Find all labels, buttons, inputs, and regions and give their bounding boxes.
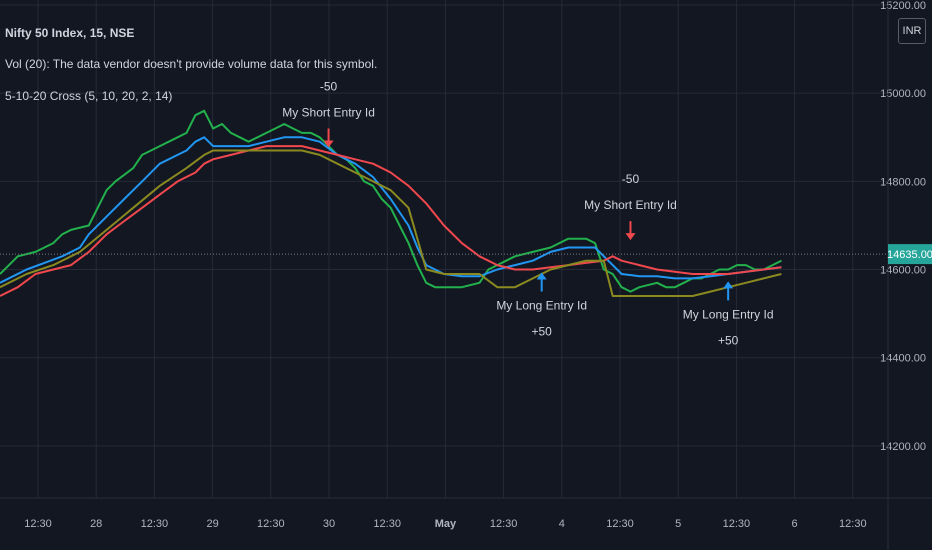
last-price-tag <box>888 244 932 265</box>
short-arrow-icon <box>625 233 636 241</box>
last-price-label: 14635.00 <box>887 249 932 261</box>
short-arrow-icon <box>323 140 334 148</box>
x-tick-label: 12:30 <box>490 518 518 530</box>
short-entry-label: -50 <box>320 80 338 94</box>
series-line-1 <box>0 136 782 284</box>
x-tick-label: 12:30 <box>373 518 401 530</box>
series-line-2 <box>0 145 782 297</box>
long-entry-label: +50 <box>532 325 553 339</box>
short-entry-label: My Short Entry Id <box>584 198 677 212</box>
x-tick-label: 12:30 <box>839 518 867 530</box>
indicator-legend: 5-10-20 Cross (5, 10, 20, 2, 14) <box>5 89 173 103</box>
y-tick-label: 14800.00 <box>880 176 926 188</box>
short-entry-label: -50 <box>622 172 640 186</box>
x-tick-label: 12:30 <box>606 518 634 530</box>
x-tick-label: 12:30 <box>723 518 751 530</box>
long-arrow-icon <box>536 272 547 280</box>
short-entry-label: My Short Entry Id <box>282 106 375 120</box>
y-tick-label: 14400.00 <box>880 353 926 365</box>
x-tick-label: 29 <box>206 518 218 530</box>
x-tick-label: 5 <box>675 518 681 530</box>
series-line-0 <box>0 109 782 293</box>
currency-button[interactable]: INR <box>898 18 926 44</box>
x-tick-label: 6 <box>792 518 798 530</box>
x-tick-label: May <box>435 518 457 530</box>
long-entry-label: My Long Entry Id <box>683 307 774 321</box>
y-tick-label: 15200.00 <box>880 0 926 12</box>
x-tick-label: 12:30 <box>257 518 285 530</box>
long-entry-label: +50 <box>718 333 739 347</box>
x-tick-label: 12:30 <box>24 518 52 530</box>
y-tick-label: 15000.00 <box>880 88 926 100</box>
long-arrow-icon <box>723 281 734 289</box>
x-tick-label: 30 <box>323 518 335 530</box>
y-tick-label: 14600.00 <box>880 265 926 277</box>
symbol-legend: Nifty 50 Index, 15, NSE <box>5 26 135 40</box>
x-tick-label: 12:30 <box>141 518 169 530</box>
y-tick-label: 14200.00 <box>880 441 926 453</box>
volume-legend: Vol (20): The data vendor doesn't provid… <box>5 57 378 71</box>
long-entry-label: My Long Entry Id <box>496 299 587 313</box>
series-line-3 <box>0 149 782 297</box>
x-tick-label: 28 <box>90 518 102 530</box>
x-tick-label: 4 <box>559 518 565 530</box>
